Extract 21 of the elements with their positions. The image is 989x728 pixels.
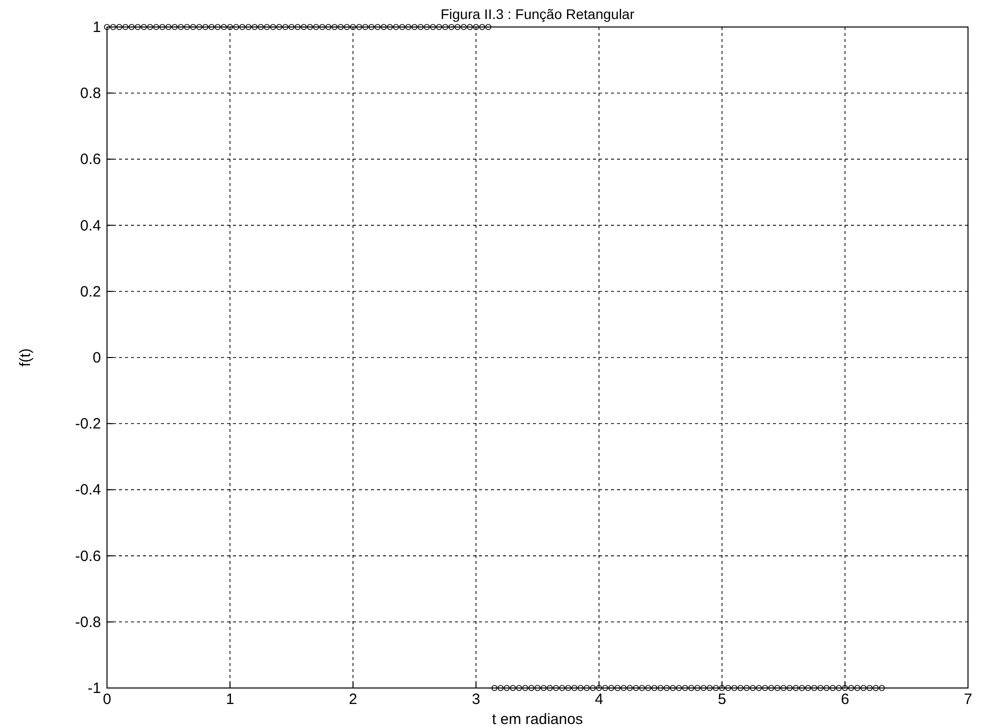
x-tick-label: 6 [840, 691, 850, 708]
y-tick-label: -0.4 [75, 482, 101, 499]
x-axis-title: t em radianos [492, 711, 583, 728]
y-tick-label: 0 [92, 350, 101, 366]
chart-title: Figura II.3 : Função Retangular [440, 6, 635, 22]
x-tick-label: 7 [964, 691, 972, 708]
y-tick-label: 1 [92, 19, 101, 36]
x-tick-label: 3 [472, 691, 480, 708]
y-axis-title: f(t) [17, 348, 34, 367]
x-tick-label: 4 [594, 691, 604, 708]
y-tick-label: -0.6 [75, 548, 101, 565]
y-tick-label: -0.2 [75, 416, 101, 433]
y-tick-label: 0.8 [80, 85, 101, 102]
x-tick-label: 5 [718, 691, 726, 708]
y-tick-label: 0.6 [80, 151, 101, 168]
y-tick-label: 0.4 [80, 217, 101, 234]
x-tick-label: 1 [226, 691, 234, 708]
y-tick-label: -1 [88, 680, 101, 697]
x-tick-label: 2 [348, 691, 358, 708]
y-tick-label: -0.8 [75, 614, 101, 631]
y-tick-label: 0.2 [80, 283, 101, 300]
